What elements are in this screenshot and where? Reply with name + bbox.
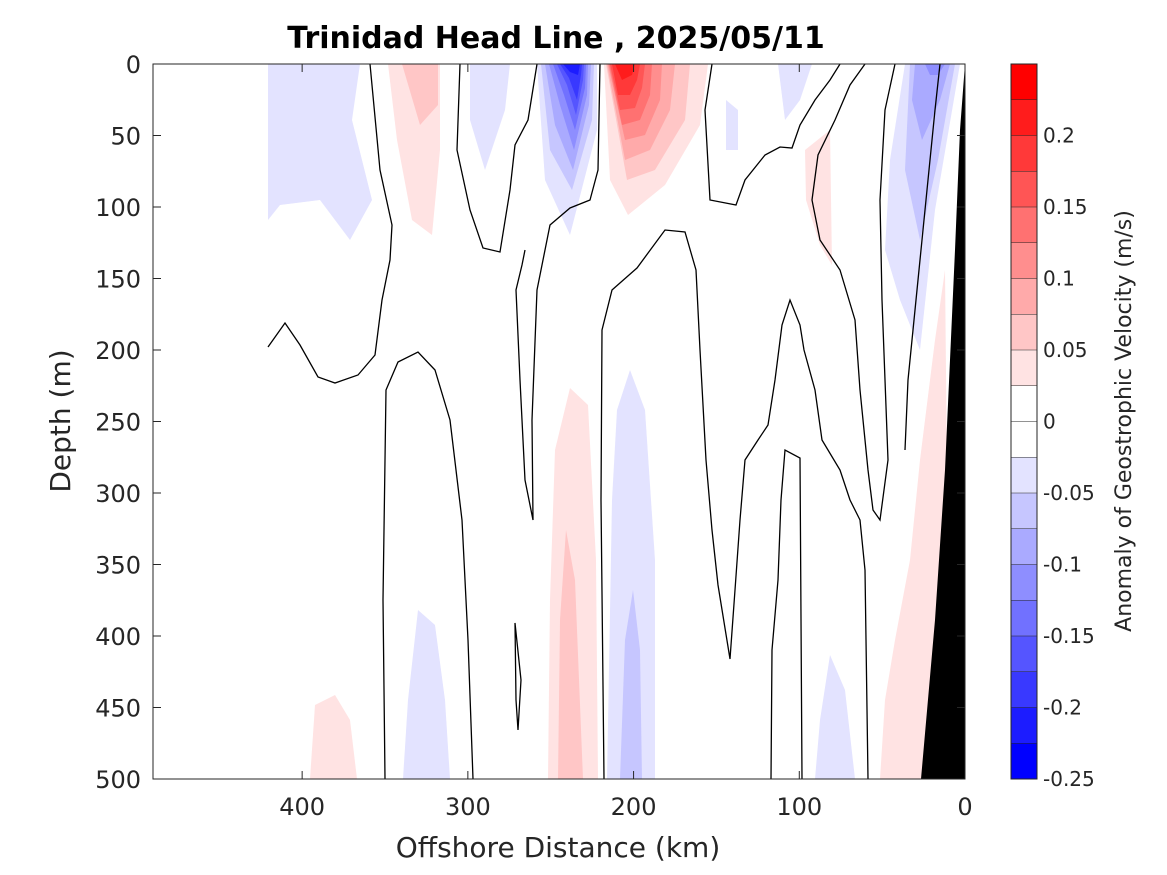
colorbar-tick-label: 0 — [1043, 410, 1056, 434]
x-tick-label: 100 — [776, 793, 822, 821]
zero-contour-6 — [600, 229, 869, 779]
colorbar-tick-label: 0.05 — [1043, 338, 1088, 362]
x-axis-label: Offshore Distance (km) — [396, 831, 721, 864]
colorbar-tick-label: 0.15 — [1043, 195, 1088, 219]
anomaly-region-neg-deep1 — [403, 610, 450, 779]
colorbar-swatch — [1011, 457, 1037, 493]
anomaly-region-pos-deep2core — [558, 530, 583, 779]
colorbar-swatch — [1011, 528, 1037, 565]
colorbar-tick-label: -0.15 — [1043, 624, 1095, 648]
anomaly-region-neg-nearsurface — [470, 64, 510, 170]
colorbar-swatch — [1011, 314, 1037, 350]
colorbar-tick-label: -0.05 — [1043, 481, 1095, 505]
anomaly-region-pos-offshore2 — [402, 64, 438, 125]
y-tick-label: 300 — [95, 480, 141, 508]
colorbar-swatch — [1011, 99, 1037, 136]
anomaly-region-neg-deep3 — [815, 655, 855, 779]
zero-contour-7 — [770, 448, 803, 779]
zero-contour-2 — [382, 351, 474, 779]
colorbar-swatch — [1011, 671, 1037, 708]
anomaly-region-neg-offshore — [268, 64, 372, 240]
zero-contour-5 — [514, 622, 522, 731]
colorbar-frame — [1010, 63, 1038, 780]
anomaly-region-neg-mid — [778, 64, 812, 120]
colorbar-swatch — [1011, 64, 1037, 100]
zero-contour-10 — [904, 64, 941, 451]
y-axis: 0 50 100 150 200 250 300 350 400 450 500 — [95, 51, 965, 794]
x-axis: 400 300 200 100 0 — [279, 64, 973, 821]
zero-contour-1 — [267, 64, 393, 384]
colorbar-label: Anomaly of Geostrophic Velocity (m/s) — [1112, 210, 1137, 632]
x-tick-label: 300 — [445, 793, 491, 821]
colorbar-swatch — [1011, 421, 1037, 458]
y-tick-label: 200 — [95, 337, 141, 365]
colorbar-swatch — [1011, 385, 1037, 422]
anomaly-region-neg-deep2 — [607, 370, 655, 779]
y-tick-label: 450 — [95, 695, 141, 723]
y-tick-label: 100 — [95, 194, 141, 222]
y-tick-label: 150 — [95, 266, 141, 294]
colorbar-tick-label: 0.2 — [1043, 124, 1075, 148]
contour-fill-layer — [267, 64, 965, 779]
y-tick-label: 500 — [95, 766, 141, 794]
colorbar-swatch — [1011, 493, 1037, 529]
anomaly-region-neg-nearshore3 — [912, 64, 950, 140]
colorbar-tick-label: -0.25 — [1043, 767, 1095, 791]
anomaly-region-pos-mid — [805, 130, 832, 265]
colorbar-tick-label: -0.2 — [1043, 696, 1082, 720]
anomaly-region-neg-core8 — [563, 64, 580, 75]
x-tick-label: 200 — [611, 793, 657, 821]
colorbar-swatch — [1011, 135, 1037, 172]
zero-contour-3 — [456, 64, 538, 253]
colorbar-swatch — [1011, 707, 1037, 744]
colorbar-swatch — [1011, 207, 1037, 243]
anomaly-region-pos-core8 — [615, 64, 635, 80]
zero-contours — [267, 64, 941, 779]
x-tick-label: 0 — [957, 793, 972, 821]
y-tick-label: 400 — [95, 623, 141, 651]
y-tick-label: 350 — [95, 552, 141, 580]
y-tick-label: 250 — [95, 409, 141, 437]
colorbar-swatch — [1011, 350, 1037, 386]
anomaly-region-pos-deep1 — [310, 695, 357, 779]
zero-contour-8 — [704, 64, 841, 206]
zero-contour-4 — [515, 64, 601, 521]
y-axis-label: Depth (m) — [44, 349, 77, 492]
y-tick-label: 50 — [110, 123, 141, 151]
chart-title: Trinidad Head Line , 2025/05/11 — [287, 21, 824, 56]
y-tick-label: 0 — [126, 51, 141, 79]
colorbar-swatch — [1011, 636, 1037, 672]
anomaly-region-neg-small — [726, 100, 738, 150]
anomaly-region-neg-deep2core — [620, 590, 642, 779]
x-tick-label: 400 — [279, 793, 325, 821]
zero-contour-9 — [811, 64, 896, 522]
colorbar-swatch — [1011, 171, 1037, 207]
colorbar-swatch — [1011, 600, 1037, 636]
colorbar-ticks: 0.2 0.15 0.1 0.05 0 -0.05 -0.1 -0.15 -0.2 -0.25 — [1043, 124, 1095, 792]
colorbar-swatch — [1011, 564, 1037, 601]
bathymetry-mask — [921, 64, 965, 779]
colorbar — [1011, 63, 1037, 779]
colorbar-swatch — [1011, 743, 1037, 779]
colorbar-tick-label: -0.1 — [1043, 553, 1082, 577]
colorbar-swatch — [1011, 278, 1037, 315]
colorbar-tick-label: 0.1 — [1043, 267, 1075, 291]
colorbar-swatch — [1011, 242, 1037, 279]
